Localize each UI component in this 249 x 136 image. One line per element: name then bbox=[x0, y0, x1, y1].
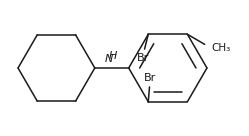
Text: N: N bbox=[105, 54, 114, 64]
Text: CH₃: CH₃ bbox=[211, 43, 230, 53]
Text: Br: Br bbox=[137, 53, 149, 63]
Text: Br: Br bbox=[143, 73, 156, 83]
Text: H: H bbox=[109, 51, 117, 61]
